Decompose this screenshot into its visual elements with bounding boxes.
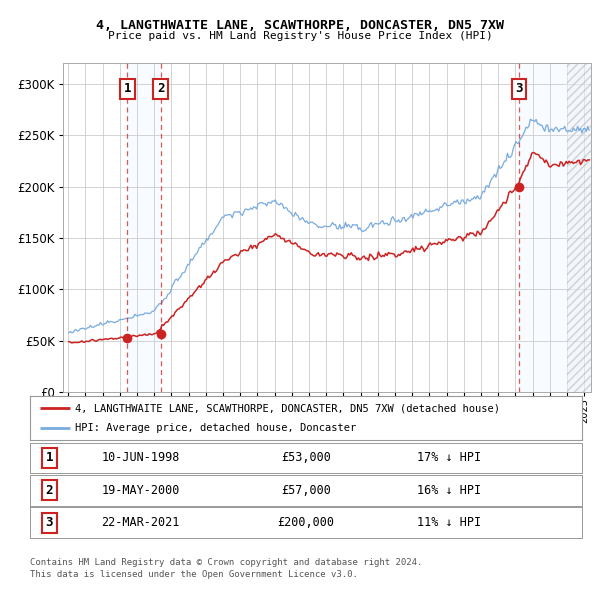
Text: 22-MAR-2021: 22-MAR-2021 (101, 516, 179, 529)
Text: Contains HM Land Registry data © Crown copyright and database right 2024.: Contains HM Land Registry data © Crown c… (30, 558, 422, 567)
Bar (567, 63, 591, 392)
Text: 1: 1 (46, 451, 53, 464)
Text: 19-MAY-2000: 19-MAY-2000 (101, 484, 179, 497)
Text: 16% ↓ HPI: 16% ↓ HPI (418, 484, 482, 497)
Bar (567, 63, 591, 392)
Text: 3: 3 (46, 516, 53, 529)
Text: 4, LANGTHWAITE LANE, SCAWTHORPE, DONCASTER, DN5 7XW: 4, LANGTHWAITE LANE, SCAWTHORPE, DONCAST… (96, 19, 504, 32)
Text: £57,000: £57,000 (281, 484, 331, 497)
Text: 17% ↓ HPI: 17% ↓ HPI (418, 451, 482, 464)
Text: £53,000: £53,000 (281, 451, 331, 464)
Text: £200,000: £200,000 (277, 516, 335, 529)
Text: 3: 3 (515, 83, 523, 96)
Text: 2: 2 (157, 83, 164, 96)
Text: 2: 2 (46, 484, 53, 497)
Bar (127, 63, 161, 392)
Text: 10-JUN-1998: 10-JUN-1998 (101, 451, 179, 464)
Text: This data is licensed under the Open Government Licence v3.0.: This data is licensed under the Open Gov… (30, 570, 358, 579)
Text: 1: 1 (124, 83, 131, 96)
Text: Price paid vs. HM Land Registry's House Price Index (HPI): Price paid vs. HM Land Registry's House … (107, 31, 493, 41)
Text: 4, LANGTHWAITE LANE, SCAWTHORPE, DONCASTER, DN5 7XW (detached house): 4, LANGTHWAITE LANE, SCAWTHORPE, DONCAST… (75, 403, 500, 413)
Bar (519, 63, 567, 392)
Bar (567, 63, 591, 392)
Text: 11% ↓ HPI: 11% ↓ HPI (418, 516, 482, 529)
Text: HPI: Average price, detached house, Doncaster: HPI: Average price, detached house, Donc… (75, 423, 356, 433)
